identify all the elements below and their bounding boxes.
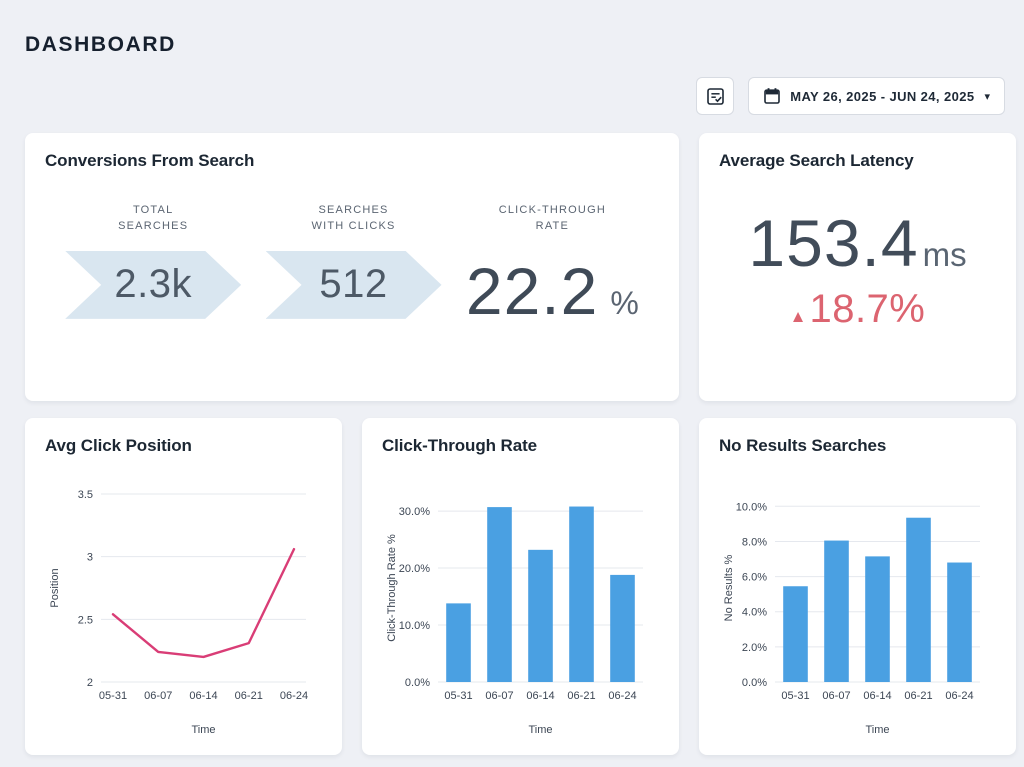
svg-text:6.0%: 6.0% — [742, 572, 767, 584]
svg-text:No Results %: No Results % — [723, 554, 735, 621]
svg-text:4.0%: 4.0% — [742, 607, 767, 619]
label-line: SEARCHES — [318, 204, 389, 216]
svg-text:06-07: 06-07 — [144, 690, 172, 702]
svg-text:30.0%: 30.0% — [399, 506, 430, 518]
svg-text:Position: Position — [49, 568, 61, 607]
svg-text:05-31: 05-31 — [781, 690, 809, 702]
latency-delta: ▲ 18.7% — [790, 287, 926, 332]
up-triangle-icon: ▲ — [789, 307, 807, 326]
svg-text:06-24: 06-24 — [608, 690, 636, 702]
svg-text:06-21: 06-21 — [235, 690, 263, 702]
svg-text:3: 3 — [87, 552, 93, 564]
avg-click-position-card: Avg Click Position 2 2.5 3 3.5 05-31 06-07 06-… — [25, 418, 342, 755]
funnel-arrow-shape: 2.3k — [65, 251, 241, 319]
svg-text:10.0%: 10.0% — [399, 620, 430, 632]
svg-text:10.0%: 10.0% — [736, 501, 767, 513]
label-line: WITH CLICKS — [311, 219, 396, 232]
latency-card-title: Average Search Latency — [719, 151, 914, 170]
svg-text:2.5: 2.5 — [78, 614, 93, 626]
click-through-rate-value: 22.2 % — [466, 253, 639, 329]
click-through-rate-chart: 0.0% 10.0% 20.0% 30.0% 05-31 06-07 06-14 06-21 0… — [382, 468, 659, 740]
calendar-icon — [763, 87, 781, 105]
funnel-arrow-shape: 512 — [266, 251, 442, 319]
svg-text:06-07: 06-07 — [822, 690, 850, 702]
searches-with-clicks-value: 512 — [319, 262, 388, 307]
svg-text:2.0%: 2.0% — [742, 642, 767, 654]
no-results-searches-chart: 0.0% 2.0% 4.0% 6.0% 8.0% 10.0% 05-31 06-07 06-14… — [719, 468, 996, 740]
svg-text:06-14: 06-14 — [526, 690, 554, 702]
search-funnel: TOTAL SEARCHES 2.3k SEARCHES WITH CLICKS… — [45, 203, 659, 329]
rate-unit: % — [610, 284, 639, 321]
searches-with-clicks-label: SEARCHES WITH CLICKS — [311, 203, 395, 235]
average-search-latency-card: Average Search Latency 153.4 ms ▲ 18.7% — [699, 133, 1016, 401]
label-line: TOTAL — [132, 204, 174, 216]
label-line: CLICK-THROUGH — [498, 204, 606, 216]
chevron-down-icon: ▾ — [984, 90, 990, 103]
svg-text:Time: Time — [865, 724, 889, 736]
rate-number: 22.2 — [465, 253, 599, 328]
svg-text:0.0%: 0.0% — [742, 677, 767, 689]
label-line: RATE — [535, 219, 569, 232]
label-line: SEARCHES — [118, 219, 189, 232]
latency-delta-value: 18.7% — [809, 287, 926, 331]
cards-grid: Conversions From Search TOTAL SEARCHES 2… — [25, 133, 1016, 755]
svg-text:06-14: 06-14 — [863, 690, 891, 702]
page-title: DASHBOARD — [25, 33, 176, 56]
svg-text:05-31: 05-31 — [444, 690, 472, 702]
click-through-rate-label: CLICK-THROUGH RATE — [499, 203, 606, 235]
funnel-step-click-through-rate: CLICK-THROUGH RATE 22.2 % — [466, 203, 639, 329]
svg-text:06-24: 06-24 — [945, 690, 973, 702]
avg-click-position-title: Avg Click Position — [45, 436, 192, 455]
svg-text:Time: Time — [528, 724, 552, 736]
svg-text:06-07: 06-07 — [485, 690, 513, 702]
svg-text:3.5: 3.5 — [78, 489, 93, 501]
conversions-card-title: Conversions From Search — [45, 151, 255, 170]
svg-text:2: 2 — [87, 677, 93, 689]
conversions-from-search-card: Conversions From Search TOTAL SEARCHES 2… — [25, 133, 679, 401]
svg-text:05-31: 05-31 — [99, 690, 127, 702]
click-through-rate-card: Click-Through Rate 0.0% 10.0% 20.0% 30.0% 05… — [362, 418, 679, 755]
latency-metric: 153.4 ms ▲ 18.7% — [719, 205, 996, 332]
no-results-searches-card: No Results Searches 0.0% 2.0% 4.0% 6.0% 8.0%… — [699, 418, 1016, 755]
latency-unit: ms — [922, 236, 967, 273]
svg-text:06-14: 06-14 — [189, 690, 217, 702]
total-searches-label: TOTAL SEARCHES — [118, 203, 188, 235]
report-filter-button[interactable] — [696, 77, 735, 115]
no-results-searches-title: No Results Searches — [719, 436, 887, 455]
total-searches-value: 2.3k — [114, 262, 192, 307]
date-range-button[interactable]: MAY 26, 2025 - JUN 24, 2025 ▾ — [748, 77, 1005, 115]
latency-value: 153.4 ms — [748, 205, 966, 281]
funnel-step-searches-with-clicks: SEARCHES WITH CLICKS 512 — [266, 203, 442, 319]
latency-number: 153.4 — [748, 206, 919, 280]
avg-click-position-chart: 2 2.5 3 3.5 05-31 06-07 06-14 06-21 06-24 Time Pos… — [45, 468, 322, 740]
svg-text:06-24: 06-24 — [280, 690, 308, 702]
svg-text:06-21: 06-21 — [904, 690, 932, 702]
click-through-rate-title: Click-Through Rate — [382, 436, 537, 455]
checklist-icon — [706, 87, 725, 106]
svg-text:0.0%: 0.0% — [405, 677, 430, 689]
toolbar: MAY 26, 2025 - JUN 24, 2025 ▾ — [25, 77, 1005, 115]
svg-text:8.0%: 8.0% — [742, 536, 767, 548]
svg-text:20.0%: 20.0% — [399, 563, 430, 575]
svg-text:Time: Time — [191, 724, 215, 736]
funnel-step-total-searches: TOTAL SEARCHES 2.3k — [65, 203, 241, 319]
svg-text:06-21: 06-21 — [567, 690, 595, 702]
svg-text:Click-Through Rate %: Click-Through Rate % — [386, 534, 398, 642]
date-range-value: MAY 26, 2025 - JUN 24, 2025 — [790, 88, 975, 104]
